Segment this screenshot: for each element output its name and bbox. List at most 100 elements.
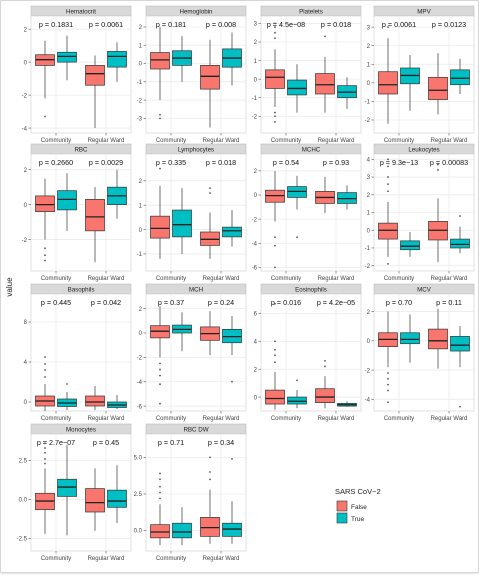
- y-tick-label: 0: [139, 62, 143, 68]
- y-tick-label: -6: [252, 266, 258, 272]
- x-tick-label: Community: [41, 416, 71, 422]
- y-tick-label: 2.5: [19, 459, 28, 465]
- outlier-point: [296, 236, 298, 239]
- y-tick-label: 0: [254, 193, 258, 199]
- y-tick-label: 0: [24, 203, 28, 209]
- outlier-point: [324, 365, 326, 368]
- facet-title: Leukocytes: [408, 147, 439, 154]
- legend-key-false: [336, 500, 348, 512]
- y-tick-label: -4: [137, 380, 143, 386]
- facet-panels: Hematocrit -4 -2 0 2 Community Regular Ward p =…: [17, 5, 475, 562]
- outlier-point: [209, 471, 211, 473]
- box-iqr: [265, 69, 285, 89]
- y-tick-label: 0: [139, 228, 143, 234]
- outlier-point: [159, 117, 161, 120]
- box-iqr: [57, 51, 77, 63]
- box-regular-ward-true: [337, 185, 357, 210]
- box-iqr: [287, 79, 307, 96]
- box-community-false: [35, 40, 55, 118]
- y-tick-label: -1: [365, 246, 371, 252]
- outlier-point: [387, 165, 389, 168]
- box-regular-ward-true: [107, 395, 127, 409]
- legend-key-true: [336, 512, 348, 524]
- outlier-point: [44, 462, 46, 465]
- y-tick-label: 3: [254, 22, 258, 28]
- outlier-point: [209, 187, 211, 190]
- box-iqr: [222, 226, 242, 238]
- p-value-label: p = 0.00083: [430, 158, 468, 167]
- facet-title: Lymphocytes: [178, 147, 214, 154]
- box-regular-ward-false: [200, 187, 220, 259]
- outlier-point: [159, 374, 161, 377]
- y-tick-label: 0.0: [19, 498, 28, 504]
- facet-eosinophils: Eosinophils 0 2 4 6 Community Regular Ward p = …: [254, 283, 362, 422]
- box-regular-ward-false: [315, 35, 335, 113]
- facet-title: MCHC: [302, 147, 321, 154]
- x-tick-label: Community: [156, 556, 186, 562]
- x-tick-label: Regular Ward: [431, 416, 468, 422]
- y-tick-label: 2: [367, 193, 371, 199]
- x-tick-label: Community: [156, 276, 186, 282]
- y-tick-label: 0: [254, 395, 258, 401]
- box-iqr: [378, 71, 398, 95]
- box-regular-ward-false: [85, 386, 105, 410]
- x-tick-label: Regular Ward: [88, 556, 125, 562]
- legend: SARS CoV−2 False True: [335, 487, 381, 524]
- outlier-point: [231, 380, 233, 383]
- y-tick-label: 1: [367, 62, 371, 68]
- box-iqr: [378, 222, 398, 240]
- p-value-label: p = 2.7e−07: [37, 438, 75, 447]
- outlier-point: [44, 259, 46, 262]
- outlier-point: [274, 37, 276, 40]
- box-iqr: [450, 238, 470, 249]
- outlier-point: [44, 247, 46, 250]
- y-tick-label: 3: [367, 25, 371, 31]
- y-tick-label: -2: [365, 368, 371, 374]
- box-regular-ward-true: [222, 457, 242, 544]
- p-value-label: p = 0.24: [208, 298, 234, 307]
- y-tick-label: -1: [365, 100, 371, 106]
- p-value-label: p = 0.37: [158, 298, 184, 307]
- y-tick-label: -1: [137, 80, 143, 86]
- x-tick-label: Regular Ward: [203, 138, 240, 144]
- box-community-true: [172, 36, 192, 82]
- box-community-false: [35, 356, 55, 411]
- box-regular-ward-false: [428, 53, 448, 115]
- y-tick-label: -2: [137, 356, 143, 362]
- box-iqr: [85, 65, 105, 86]
- box-regular-ward-true: [107, 42, 127, 82]
- x-tick-label: Community: [271, 416, 301, 422]
- outlier-point: [387, 183, 389, 186]
- x-tick-label: Regular Ward: [431, 276, 468, 282]
- outlier-point: [274, 244, 276, 247]
- outlier-point: [44, 451, 46, 454]
- p-value-label: p = 0.016: [271, 298, 301, 307]
- box-iqr: [315, 388, 335, 403]
- legend-label-true: True: [351, 516, 365, 523]
- box-community-true: [400, 232, 420, 257]
- outlier-point: [437, 169, 439, 171]
- outlier-point: [387, 263, 389, 265]
- x-tick-label: Community: [41, 138, 71, 144]
- p-value-label: p = 4.2e−05: [317, 298, 355, 307]
- p-value-label: p = 0.71: [158, 438, 184, 447]
- box-iqr: [107, 489, 127, 508]
- y-tick-label: 2: [24, 168, 28, 174]
- box-regular-ward-false: [200, 39, 220, 128]
- box-regular-ward-true: [107, 169, 127, 219]
- outlier-point: [159, 368, 161, 371]
- facet-rbc-dw: RBC DW 0.0 2.5 5.0 Community Regular Ward p = …: [134, 423, 247, 562]
- outlier-point: [44, 442, 46, 445]
- box-iqr: [172, 209, 192, 238]
- facet-mcv: MCV -4 -2 0 2 Community Regular Ward p = 0.70 p …: [365, 283, 475, 422]
- y-tick-label: -2: [365, 264, 371, 270]
- y-tick-label: 4: [367, 158, 371, 164]
- outlier-point: [274, 115, 276, 118]
- outlier-point: [387, 377, 389, 380]
- facet-lymphocytes: Lymphocytes -1 0 1 2 Community Regular Ward p =…: [137, 143, 247, 282]
- p-value-label: p = 0.0123: [432, 20, 466, 29]
- panel-background: [30, 15, 132, 134]
- box-community-true: [172, 312, 192, 352]
- outlier-point: [274, 236, 276, 239]
- panel-background: [145, 153, 247, 272]
